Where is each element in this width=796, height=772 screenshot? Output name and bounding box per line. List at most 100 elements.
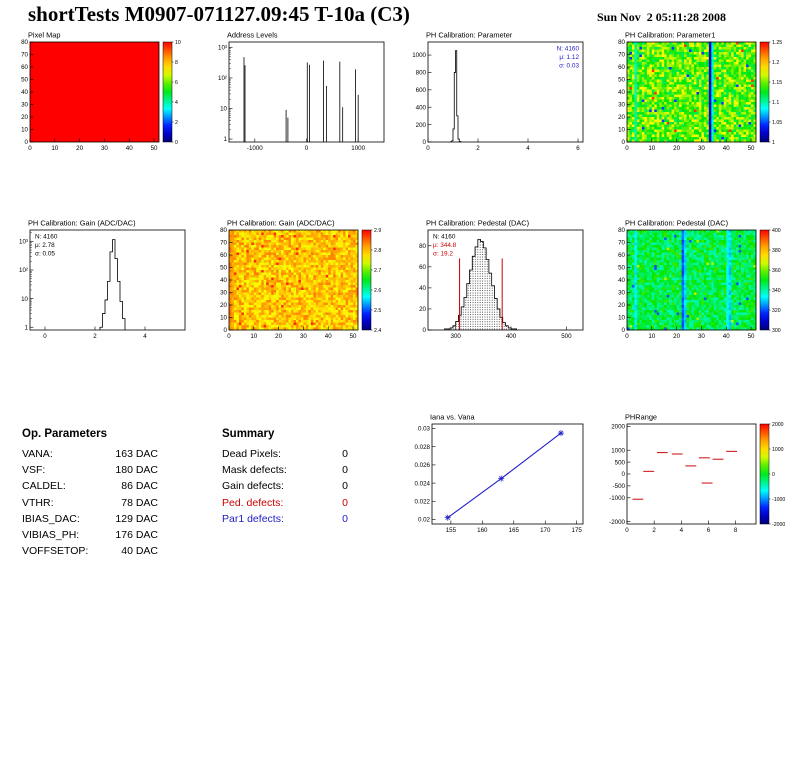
x-tick-label: 2 — [93, 333, 97, 340]
x-tick-label: 20 — [76, 145, 83, 152]
x-tick-label: 0 — [625, 145, 629, 152]
y-tick-label: 0 — [224, 327, 228, 334]
x-tick-label: 0 — [426, 145, 430, 152]
x-tick-label: 2 — [476, 145, 480, 152]
y-axis: 0 10 20 30 40 50 60 70 80 — [21, 39, 34, 146]
stats-line: σ: 0.03 — [559, 63, 579, 70]
x-axis: 0 2 4 6 8 — [625, 520, 738, 534]
stats-line: σ: 19.2 — [433, 251, 453, 258]
y-tick-label: 10³ — [19, 239, 28, 246]
z-tick-label: 1.2 — [772, 60, 779, 66]
x-tick-label: 155 — [446, 527, 457, 534]
x-tick-label: 10 — [51, 145, 58, 152]
x-tick-label: 10 — [648, 145, 655, 152]
chart-title: PH Calibration: Parameter1 — [625, 31, 715, 40]
pad-ph-range: 0 2 4 6 8 2000 1000 500 0 -500 -1000 -2000 PHRange 20… — [597, 412, 796, 544]
op-parameters-list: VANA: 163 DAC VSF: 180 DAC CALDEL: 86 DAC VTHR… — [22, 446, 158, 559]
y-tick-label: 10 — [21, 296, 28, 303]
y-tick-label: 0 — [622, 139, 626, 146]
y-tick-label: 10 — [220, 106, 227, 113]
x-tick-label: 0 — [43, 333, 47, 340]
y-axis: 0 10 20 30 40 50 60 70 80 — [220, 227, 233, 334]
pad-pixel-map: 0 10 20 30 40 50 0 10 20 30 40 50 60 70 80 Pixel Map 10 8… — [0, 30, 199, 162]
z-tick-label: 1 — [772, 140, 775, 146]
z-tick-label: 380 — [772, 248, 781, 254]
x-tick-label: 400 — [506, 333, 517, 340]
y-tick-label: 50 — [21, 77, 28, 84]
z-tick-label: 2.9 — [374, 228, 381, 234]
summary-row: Dead Pixels: 0 — [222, 448, 348, 460]
z-tick-label: -1000 — [772, 497, 785, 503]
y-tick-label: 0.026 — [415, 462, 431, 469]
color-scale — [162, 41, 173, 143]
y-tick-label: 80 — [21, 39, 28, 46]
ph-calibration-parameter1-map-series — [627, 42, 757, 143]
x-tick-label: 50 — [151, 145, 158, 152]
color-scale — [361, 229, 372, 331]
y-tick-label: 40 — [618, 89, 625, 96]
y-tick-label: 70 — [618, 52, 625, 59]
x-tick-label: -1000 — [247, 145, 263, 152]
op-parameter-row: VSF: 180 DAC — [22, 464, 158, 477]
y-tick-label: 0 — [25, 139, 29, 146]
x-tick-label: 500 — [561, 333, 572, 340]
y-tick-label: 40 — [220, 277, 227, 284]
y-tick-label: 2000 — [611, 424, 625, 431]
y-tick-label: 30 — [21, 102, 28, 109]
y-tick-label: 10 — [618, 127, 625, 134]
x-tick-label: 0 — [625, 333, 629, 340]
ph-calibration-gain-map-series — [229, 230, 359, 331]
y-tick-label: 0.03 — [418, 426, 431, 433]
x-tick-label: 4 — [526, 145, 530, 152]
pad-pedestal-map: 0 10 20 30 40 50 0 10 20 30 40 50 60 70 80 PH Calibrati… — [597, 218, 796, 350]
y-tick-label: -500 — [613, 483, 626, 490]
x-tick-label: 6 — [707, 527, 711, 534]
y-tick-label: 600 — [416, 87, 427, 94]
y-tick-label: 10 — [21, 127, 28, 134]
stats-line: N: 4160 — [557, 46, 580, 53]
summary-row: Mask defects: 0 — [222, 464, 348, 477]
x-tick-label: 20 — [673, 145, 680, 152]
chart-title: PHRange — [625, 413, 657, 422]
z-tick-label: 2.4 — [374, 328, 381, 334]
y-tick-label: 400 — [416, 104, 427, 111]
x-axis: 0 10 20 30 40 50 — [227, 326, 357, 340]
y-tick-label: 50 — [220, 265, 227, 272]
op-parameter-row: CALDEL: 86 DAC — [22, 480, 158, 493]
stats-line: σ: 0.05 — [35, 251, 55, 258]
x-tick-label: 300 — [451, 333, 462, 340]
color-scale — [759, 41, 770, 143]
ph-calibration-parameter: 0 2 4 6 0 200 400 600 800 1000 PH Calibration: Par… — [412, 31, 584, 152]
ph-calibration-parameter-series — [450, 50, 463, 143]
z-tick-label: 8 — [175, 60, 178, 66]
x-axis: 0 10 20 30 40 50 — [625, 326, 755, 340]
z-tick-label: 1000 — [772, 447, 784, 453]
x-tick-label: 160 — [477, 527, 488, 534]
x-tick-label: 2 — [652, 527, 656, 534]
y-tick-label: 1 — [25, 324, 29, 331]
y-tick-label: 70 — [618, 240, 625, 247]
stats-line: μ: 344.8 — [433, 242, 457, 249]
x-tick-label: 0 — [28, 145, 32, 152]
stats-line: N: 4160 — [35, 234, 58, 241]
x-tick-label: 30 — [698, 333, 705, 340]
z-tick-label: 1.15 — [772, 80, 782, 86]
op-parameters-block: Op. Parameters VANA: 163 DAC VSF: 180 DAC CA… — [22, 428, 158, 559]
z-tick-label: 320 — [772, 308, 781, 314]
plot-frame — [29, 229, 186, 331]
y-tick-label: 20 — [618, 302, 625, 309]
y-tick-label: 1 — [224, 136, 228, 143]
y-tick-label: 200 — [416, 122, 427, 129]
y-tick-label: 0 — [622, 471, 626, 478]
plot-frame — [427, 229, 584, 331]
x-tick-label: 4 — [143, 333, 147, 340]
star-marker — [445, 515, 451, 521]
y-tick-label: 60 — [21, 64, 28, 71]
z-tick-label: 360 — [772, 268, 781, 274]
x-tick-label: 1000 — [351, 145, 365, 152]
histogram-outline — [99, 239, 126, 330]
y-axis: 0 10 20 30 40 50 60 70 80 — [618, 39, 631, 146]
y-tick-label: 10² — [218, 75, 227, 82]
